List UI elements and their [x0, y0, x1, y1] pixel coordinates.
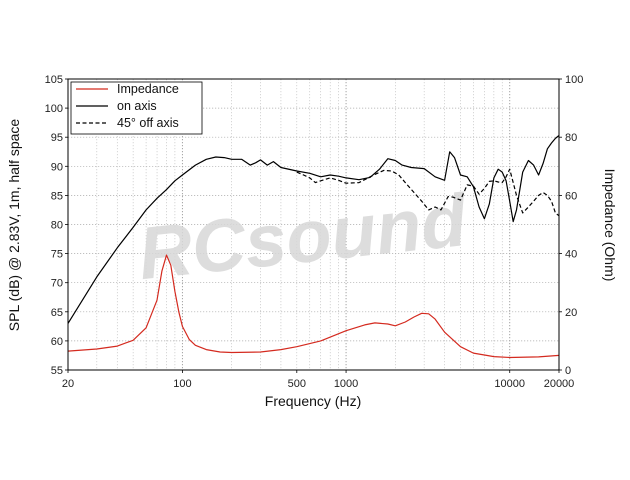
- series-line-on-axis: [67, 135, 560, 324]
- y2-tick-label: 20: [565, 307, 577, 319]
- y-axis-title: SPL (dB) @ 2.83V, 1m, half space: [6, 119, 22, 332]
- legend-label: Impedance: [117, 82, 179, 96]
- series-lines: [67, 135, 560, 359]
- y-tick-label: 55: [51, 365, 63, 377]
- y-tick-label: 60: [51, 336, 63, 348]
- y2-tick-label: 80: [565, 132, 577, 144]
- legend-label: 45° off axis: [117, 116, 179, 130]
- y2-axis-title: Impedance (Ohm): [602, 169, 618, 282]
- x-tick-label: 1000: [334, 378, 358, 390]
- y2-tick-label: 60: [565, 190, 577, 202]
- x-tick-label: 10000: [494, 378, 525, 390]
- y2-tick-label: 0: [565, 365, 571, 377]
- legend-label: on axis: [117, 99, 157, 113]
- x-tick-label: 20: [62, 378, 74, 390]
- y-tick-label: 75: [51, 249, 63, 261]
- y-tick-label: 80: [51, 220, 63, 232]
- x-axis-title: Frequency (Hz): [265, 393, 361, 409]
- y2-tick-label: 40: [565, 249, 577, 261]
- series-line-impedance: [67, 254, 560, 359]
- y-tick-label: 105: [45, 74, 63, 86]
- y-tick-label: 100: [45, 103, 63, 115]
- y-tick-label: 70: [51, 278, 63, 290]
- x-tick-label: 20000: [544, 378, 575, 390]
- y-tick-label: 65: [51, 307, 63, 319]
- y2-tick-label: 100: [565, 74, 583, 86]
- x-tick-label: 500: [288, 378, 306, 390]
- x-tick-label: 100: [173, 378, 191, 390]
- tick-labels: 55 60 65 70 75 80 85 90 95 100 105 0 20 40 60 80 100 20 10…: [45, 74, 584, 390]
- y-tick-label: 85: [51, 190, 63, 202]
- legend-box: [70, 81, 203, 135]
- legend: Impedance on axis 45° off axis: [70, 81, 203, 135]
- y-tick-label: 95: [51, 132, 63, 144]
- series-line-45-off-axis: [296, 168, 560, 217]
- y-tick-label: 90: [51, 161, 63, 173]
